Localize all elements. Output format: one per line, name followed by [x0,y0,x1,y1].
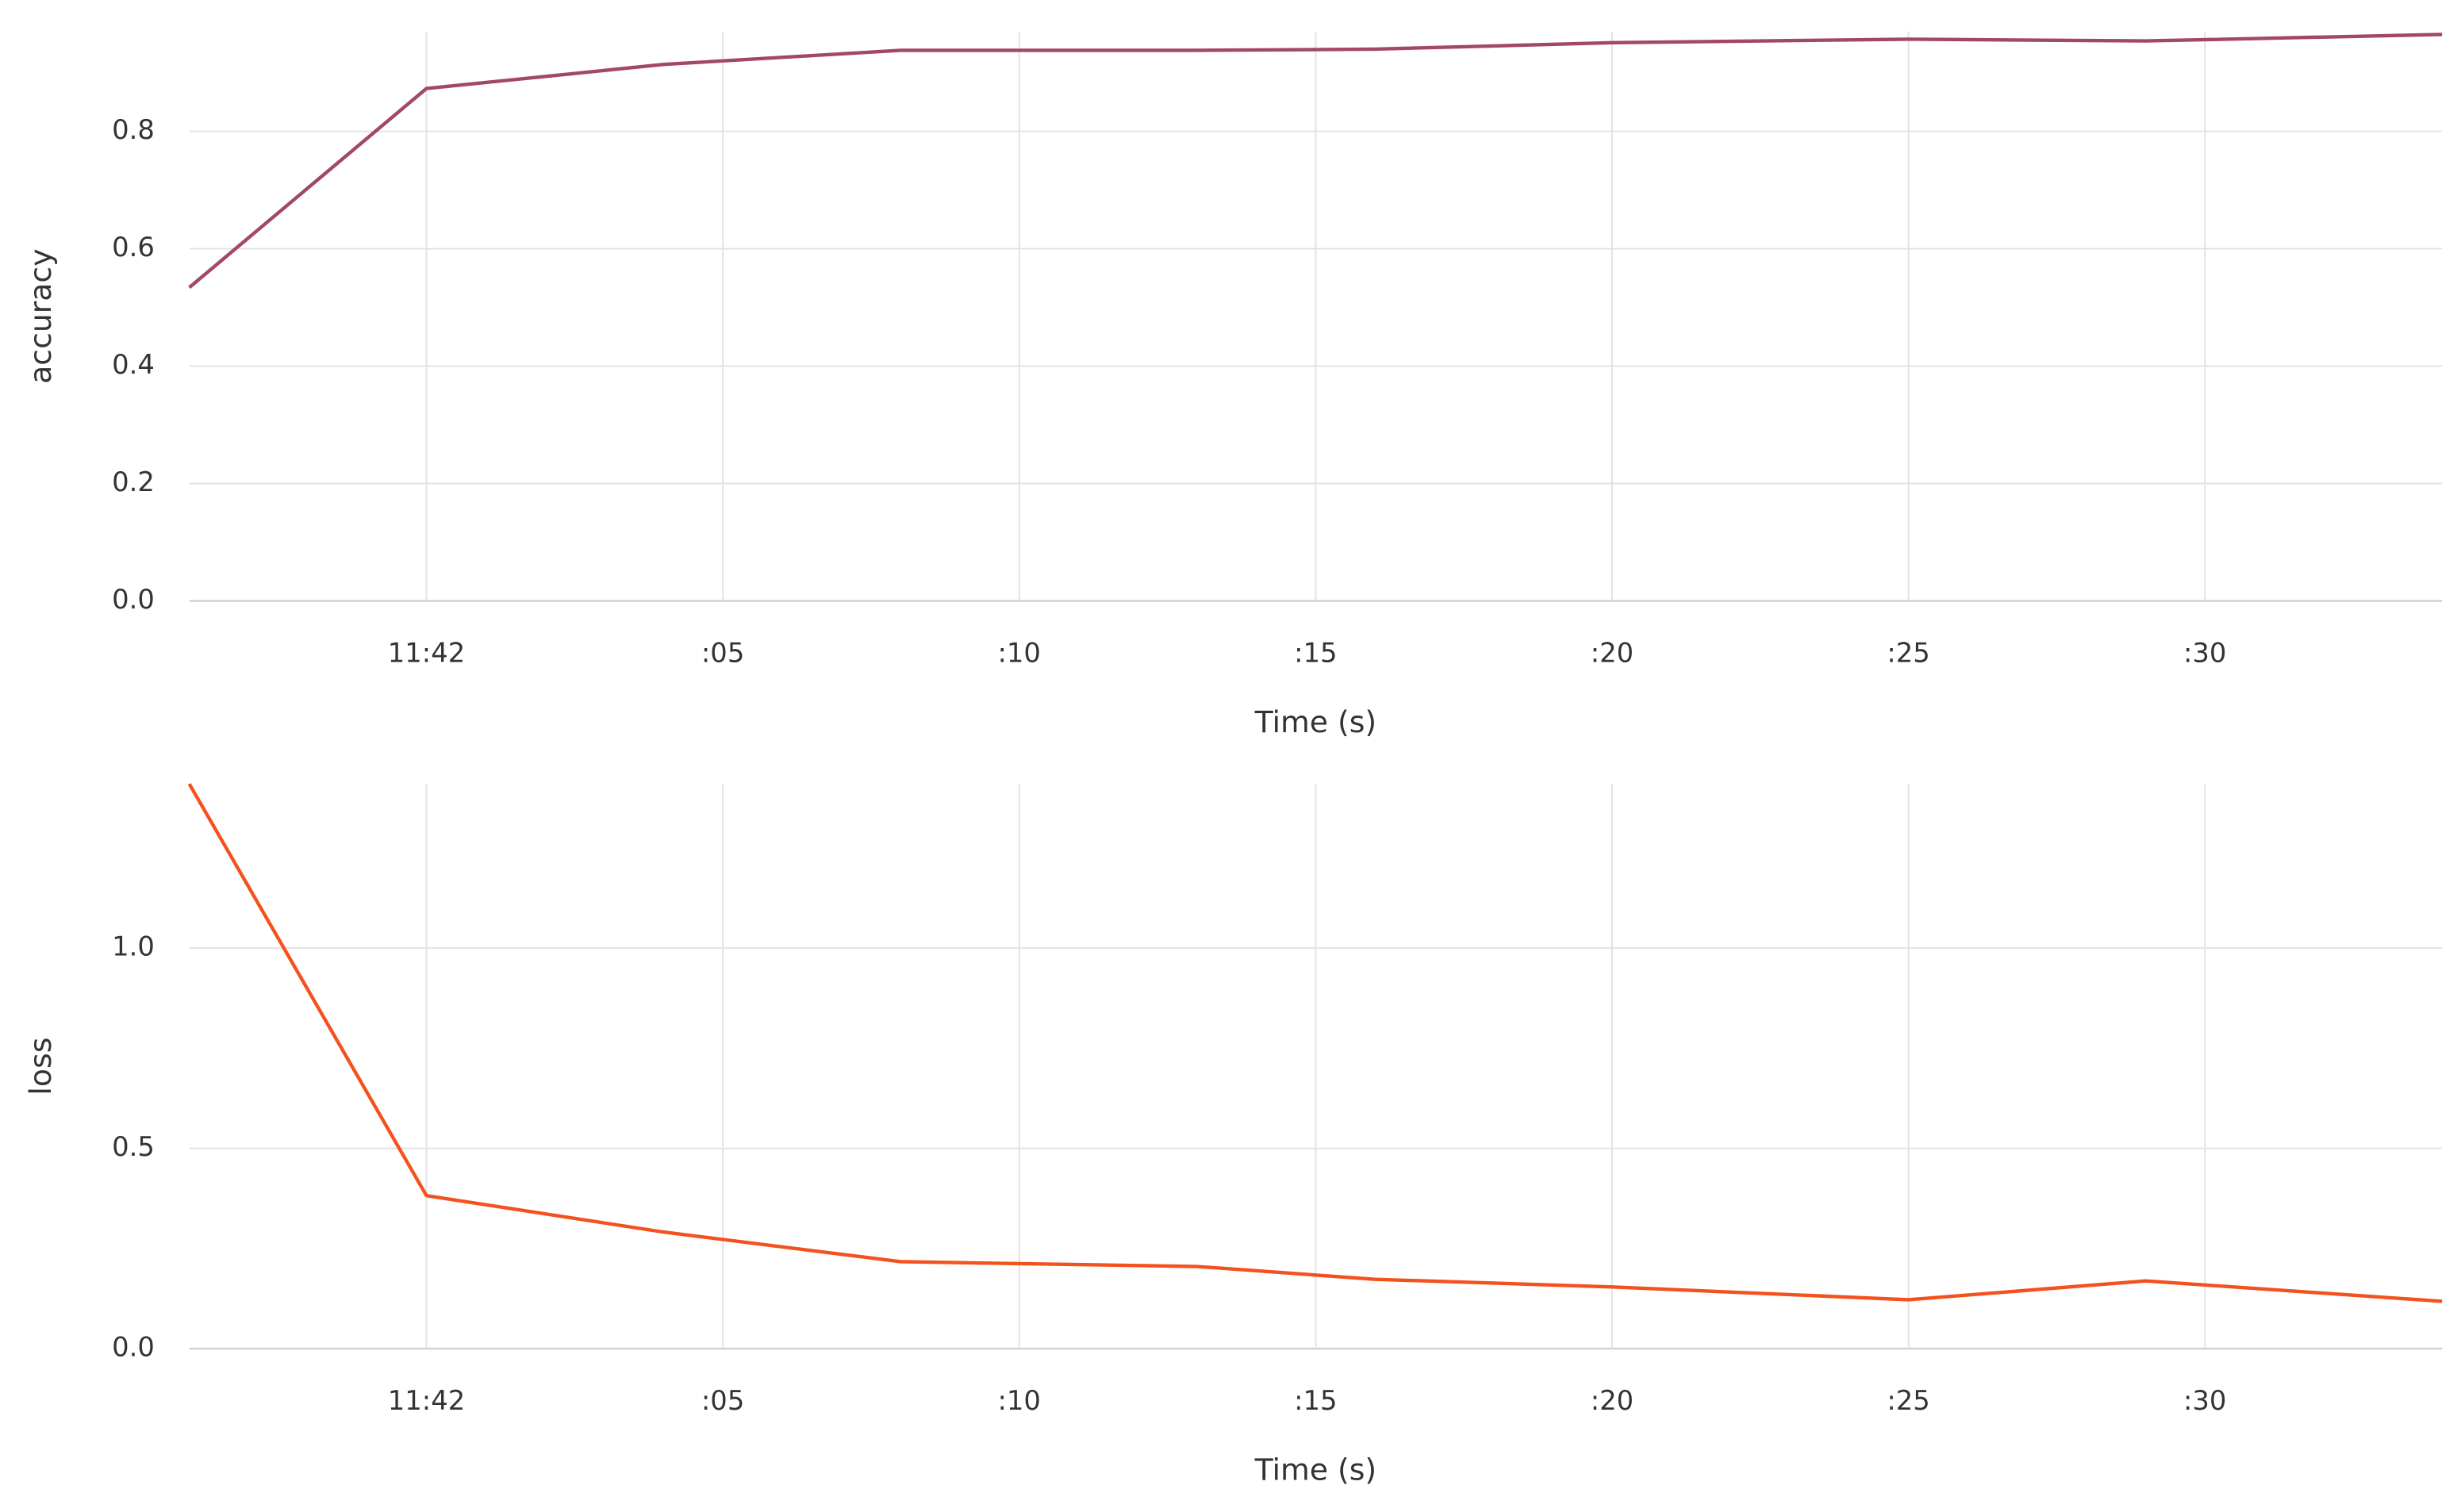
y-tick-label: 0.0 [112,584,155,615]
y-tick-label: 0.8 [112,114,155,145]
y-tick-label: 0.0 [112,1332,155,1363]
x-tick-label: :20 [1591,1385,1634,1416]
data-line [187,783,2443,1303]
y-tick-label: 0.4 [112,349,155,380]
x-tick-label: :25 [1887,638,1929,669]
x-axis-label: Time (s) [1254,1453,1377,1487]
x-tick-label: :10 [998,1385,1041,1416]
x-tick-label: :10 [998,638,1041,669]
x-tick-label: :25 [1887,1385,1929,1416]
y-tick-label: 0.5 [112,1131,155,1162]
x-tick-label: :20 [1591,638,1634,669]
x-tick-label: :30 [2183,638,2226,669]
x-tick-label: :05 [701,1385,744,1416]
y-tick-label: 0.2 [112,466,155,497]
x-tick-label: 11:42 [388,1385,465,1416]
x-tick-label: :15 [1294,638,1337,669]
x-tick-label: :05 [701,638,744,669]
x-tick-label: :15 [1294,1385,1337,1416]
y-axis-label: accuracy [23,248,58,383]
y-tick-label: 1.0 [112,931,155,962]
x-axis-label: Time (s) [1254,704,1377,739]
x-tick-label: :30 [2183,1385,2226,1416]
data-line [188,33,2443,290]
y-axis-label: loss [23,1038,58,1096]
x-tick-label: 11:42 [388,638,465,669]
y-tick-label: 0.6 [112,232,155,263]
